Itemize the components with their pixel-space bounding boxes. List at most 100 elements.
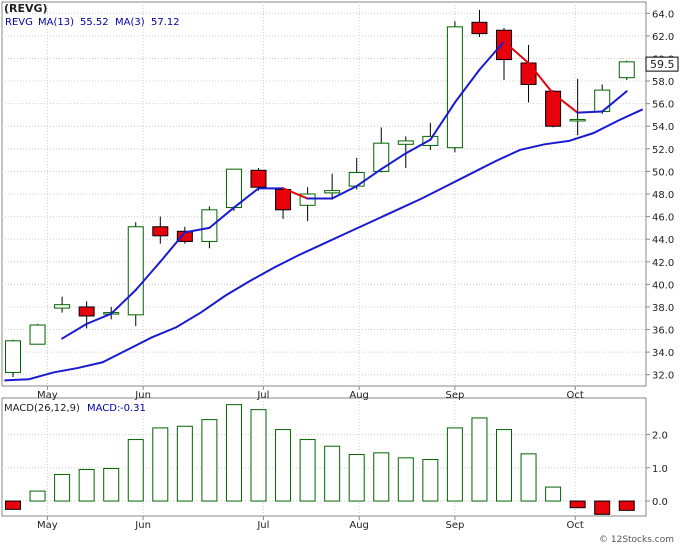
macd-value-label: MACD: [87, 403, 120, 414]
ma13-line [4, 108, 644, 382]
candle-up [299, 193, 316, 206]
price-tick-label: 58.0 [652, 77, 674, 88]
ma3-segment-up [134, 260, 162, 291]
macd-gridlines [2, 434, 646, 502]
ma3-segment-up [159, 231, 186, 263]
macd-legend: MACD(26,12,9) MACD: -0.31 [4, 403, 146, 414]
ma3-segment-up [110, 289, 137, 315]
macd-bar-positive [127, 439, 144, 502]
macd-bar-positive [250, 409, 267, 502]
x-axis-label: Jul [256, 390, 269, 401]
price-tick-label: 50.0 [652, 167, 674, 178]
x-axis-label: Aug [349, 390, 369, 401]
price-tick-label: 48.0 [652, 190, 674, 201]
price-tick-label: 56.0 [652, 100, 674, 111]
x-axis-label: Jul [256, 520, 269, 531]
ma3-segment-up [453, 68, 481, 104]
x-axis-label: Oct [567, 390, 584, 401]
candle-down [250, 169, 267, 188]
legend-ma13-value: 55.52 [80, 17, 109, 28]
price-tick-label: 34.0 [652, 348, 674, 359]
macd-bar-positive [54, 473, 71, 502]
candle-up [29, 324, 46, 345]
macd-bar-positive [152, 427, 169, 502]
macd-bar-negative [618, 500, 635, 511]
x-axis-label: Sep [445, 390, 464, 401]
ma3-segment-up [355, 168, 383, 188]
ma3-segment-up [429, 101, 456, 141]
candle-down [520, 62, 537, 85]
ma3-segment-down [503, 40, 530, 64]
macd-bar-positive [275, 429, 292, 502]
macd-tick-label: 1.0 [652, 464, 668, 475]
macd-bar-positive [422, 458, 439, 502]
candle-down [275, 188, 292, 211]
macd-bar-positive [545, 486, 562, 502]
ma3-segment-up [331, 185, 358, 200]
macd-bar-positive [176, 425, 193, 502]
ma3-segment-down [552, 92, 579, 114]
candle-down [176, 230, 193, 242]
candle-up [5, 340, 21, 373]
macd-bar-positive [299, 439, 316, 502]
candle-down [152, 226, 169, 237]
price-tick-label: 54.0 [652, 122, 674, 133]
ma3-segment-up [601, 90, 628, 113]
price-panel: 32.0 34.0 36.0 38.0 40.0 42.0 44.0 46.0 48.0 50.0… [1, 1, 679, 387]
price-tick-label: 38.0 [652, 303, 674, 314]
chart-title: (REVG) [4, 2, 48, 15]
ma3-segment-up [85, 312, 113, 325]
candle-up [446, 26, 463, 149]
ma3-segment-up [208, 206, 235, 229]
legend-ma13-label: MA(13) [38, 17, 74, 28]
x-axis-label: Oct [567, 520, 584, 531]
macd-bar-positive [520, 453, 537, 502]
ma3-segment-up [576, 110, 604, 114]
candle-up [54, 304, 71, 309]
x-axis-labels: May May Jun Jun Jul Jul Aug Aug Sep Sep Oct Oct [37, 386, 584, 531]
legend-symbol: REVG [5, 17, 33, 28]
last-price-box: 59.5 [645, 56, 679, 72]
footer-credit: © 12Stocks.com [599, 535, 674, 545]
candle-down [545, 90, 562, 127]
candle-up [373, 142, 390, 172]
ma3-segment-up [183, 226, 211, 234]
candle-up [397, 140, 414, 145]
x-axis-label: Sep [445, 520, 464, 531]
macd-bar-positive [397, 457, 414, 502]
macd-histogram [5, 404, 635, 515]
moving-average-lines [4, 40, 644, 382]
price-tick-label: 62.0 [652, 32, 674, 43]
price-tick-label: 40.0 [652, 280, 674, 291]
x-axis-label: Aug [349, 520, 369, 531]
macd-tick-label: 0.0 [652, 497, 668, 508]
price-tick-label: 64.0 [652, 9, 674, 20]
candle-down [471, 21, 488, 35]
price-tick-label: 52.0 [652, 145, 674, 156]
macd-value: -0.31 [120, 403, 146, 414]
candle-up [127, 226, 144, 316]
ma3-segment-down [527, 61, 555, 95]
macd-panel: 0.0 1.0 2.0 MACD(26,12,9) MACD: -0.31 [1, 397, 668, 517]
ma3-segment-up [404, 138, 432, 155]
candle-down [496, 29, 512, 61]
candle-up [618, 61, 635, 79]
candle-up [348, 172, 365, 187]
x-axis-label: May [37, 390, 58, 401]
x-axis-label: Jun [134, 390, 151, 401]
ma3-segment-up [478, 40, 505, 71]
macd-bar-positive [324, 445, 341, 502]
macd-bar-positive [103, 467, 120, 502]
candle-up [569, 118, 586, 122]
legend-ma3-value: 57.12 [151, 17, 180, 28]
macd-bar-negative [594, 500, 611, 515]
ma3-segment-up [380, 152, 407, 171]
x-axis-label: May [37, 520, 58, 531]
ma3-segment-down [282, 187, 309, 200]
macd-bar-positive [78, 468, 95, 502]
price-gridlines [2, 12, 646, 376]
candle-up [225, 168, 242, 209]
price-legend: (REVG) REVG MA(13) 55.52 MA(3) 57.12 [4, 2, 180, 28]
candle-down [78, 306, 95, 317]
